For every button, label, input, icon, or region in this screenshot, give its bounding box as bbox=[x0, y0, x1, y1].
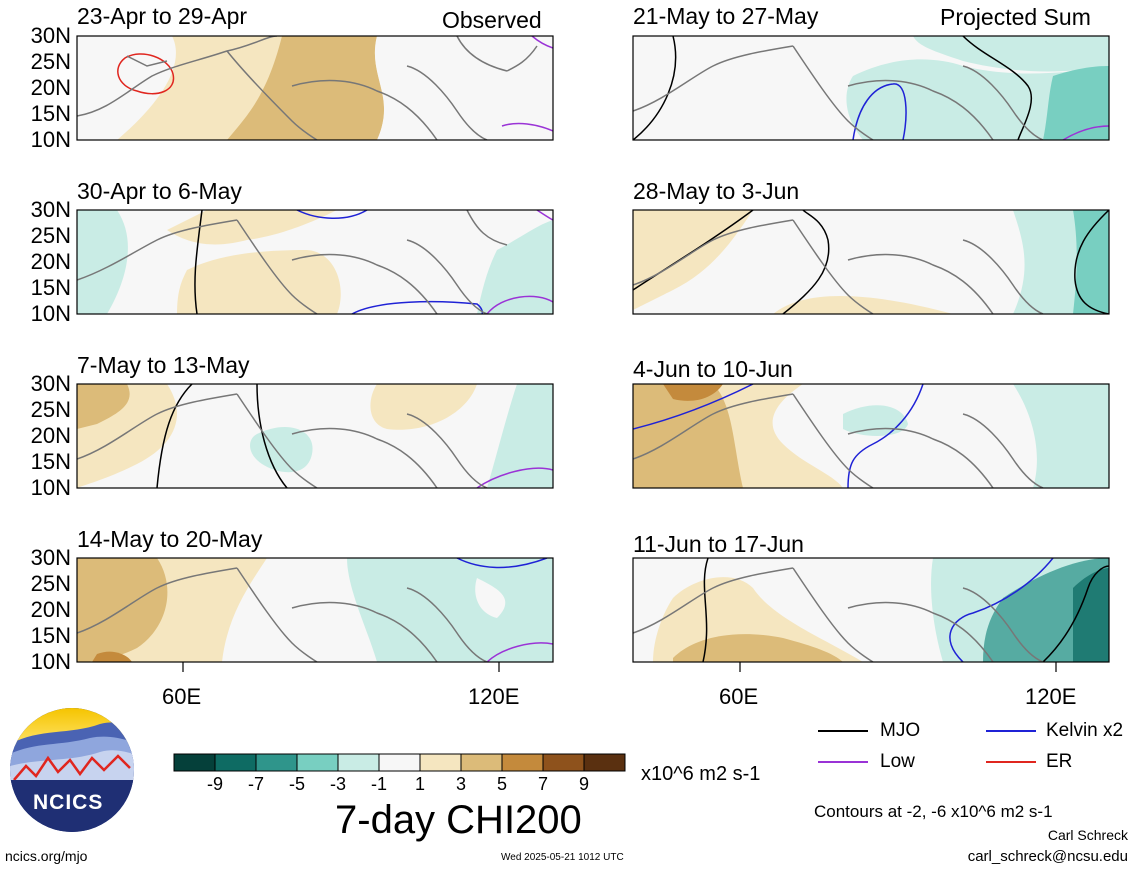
colorbar-title: 7-day CHI200 bbox=[335, 798, 582, 842]
map-panel-7 bbox=[632, 383, 1110, 489]
legend-lines bbox=[818, 730, 1036, 763]
lat-label: 15N bbox=[30, 449, 71, 474]
colorbar-tick-label: 5 bbox=[496, 774, 507, 794]
lat-label: 30N bbox=[30, 23, 71, 48]
colorbar-tick-label: -1 bbox=[370, 774, 387, 794]
colorbar-unit: x10^6 m2 s-1 bbox=[641, 763, 761, 785]
colorbar-swatch bbox=[501, 753, 544, 772]
map-panel-6 bbox=[632, 209, 1110, 315]
lat-label: 15N bbox=[30, 623, 71, 648]
lon-label-60e-left: 60E bbox=[162, 684, 202, 709]
author-name: Carl Schreck bbox=[1047, 827, 1128, 843]
lat-label: 25N bbox=[30, 49, 71, 74]
colorbar-swatch bbox=[583, 753, 626, 772]
legend-label-mjo: MJO bbox=[880, 720, 921, 741]
contours-note: Contours at -2, -6 x10^6 m2 s-1 bbox=[814, 802, 1053, 821]
colorbar-tick-label: -3 bbox=[329, 774, 346, 794]
map-panel-1 bbox=[76, 35, 554, 141]
panel-title-4: 14-May to 20-May bbox=[77, 526, 263, 552]
map-panel-8 bbox=[632, 557, 1110, 663]
colorbar bbox=[173, 753, 626, 772]
lat-label: 10N bbox=[30, 649, 71, 674]
colorbar-swatch bbox=[173, 753, 216, 772]
projected-sum-label: Projected Sum bbox=[940, 4, 1091, 30]
lat-label: 20N bbox=[30, 423, 71, 448]
lat-label: 10N bbox=[30, 127, 71, 152]
lat-label: 30N bbox=[30, 545, 71, 570]
lat-label: 30N bbox=[30, 371, 71, 396]
map-panel-5 bbox=[632, 35, 1110, 141]
lat-label: 30N bbox=[30, 197, 71, 222]
lat-label: 15N bbox=[30, 101, 71, 126]
colorbar-tick-label: 1 bbox=[414, 774, 425, 794]
panel-title-8: 11-Jun to 17-Jun bbox=[633, 531, 804, 557]
lat-label: 15N bbox=[30, 275, 71, 300]
ncics-logo-text: NCICS bbox=[33, 791, 104, 814]
colorbar-tick-label: -9 bbox=[206, 774, 223, 794]
lat-label: 20N bbox=[30, 75, 71, 100]
colorbar-tick-label: 3 bbox=[455, 774, 466, 794]
lat-label: 10N bbox=[30, 475, 71, 500]
colorbar-tick-label: 9 bbox=[578, 774, 589, 794]
lon-label-120e-left: 120E bbox=[468, 684, 520, 709]
lat-label: 20N bbox=[30, 597, 71, 622]
lon-label-60e-right: 60E bbox=[719, 684, 759, 709]
colorbar-swatch bbox=[255, 753, 298, 772]
colorbar-tick-label: -5 bbox=[288, 774, 305, 794]
lat-label: 20N bbox=[30, 249, 71, 274]
panel-title-1: 23-Apr to 29-Apr bbox=[77, 3, 248, 29]
colorbar-swatch bbox=[460, 753, 503, 772]
colorbar-tick-label: -7 bbox=[247, 774, 264, 794]
colorbar-swatch bbox=[337, 753, 380, 772]
colorbar-tick-label: 7 bbox=[537, 774, 548, 794]
colorbar-swatch bbox=[214, 753, 257, 772]
colorbar-swatch bbox=[378, 753, 421, 772]
site-link[interactable]: ncics.org/mjo bbox=[5, 848, 88, 864]
author-email: carl_schreck@ncsu.edu bbox=[967, 848, 1128, 865]
ncics-logo bbox=[10, 708, 134, 832]
map-panel-3 bbox=[76, 383, 554, 489]
lon-label-120e-right: 120E bbox=[1025, 684, 1077, 709]
map-panel-4 bbox=[76, 557, 554, 663]
legend-label-low: Low bbox=[880, 751, 915, 772]
panel-title-7: 4-Jun to 10-Jun bbox=[633, 356, 793, 382]
panel-title-2: 30-Apr to 6-May bbox=[77, 178, 242, 204]
colorbar-swatch bbox=[542, 753, 585, 772]
lat-label: 25N bbox=[30, 571, 71, 596]
longitude-ticks bbox=[182, 662, 1057, 672]
lat-label: 10N bbox=[30, 301, 71, 326]
timestamp: Wed 2025-05-21 1012 UTC bbox=[501, 852, 624, 863]
legend-label-kelvin: Kelvin x2 bbox=[1046, 720, 1124, 741]
colorbar-swatch bbox=[419, 753, 462, 772]
observed-label: Observed bbox=[442, 7, 542, 33]
lat-label: 25N bbox=[30, 397, 71, 422]
colorbar-swatch bbox=[296, 753, 339, 772]
panel-title-3: 7-May to 13-May bbox=[77, 352, 250, 378]
lat-label: 25N bbox=[30, 223, 71, 248]
legend-label-er: ER bbox=[1046, 751, 1073, 772]
panel-title-6: 28-May to 3-Jun bbox=[633, 178, 800, 204]
panel-title-5: 21-May to 27-May bbox=[633, 3, 819, 29]
map-panel-2 bbox=[76, 209, 554, 315]
